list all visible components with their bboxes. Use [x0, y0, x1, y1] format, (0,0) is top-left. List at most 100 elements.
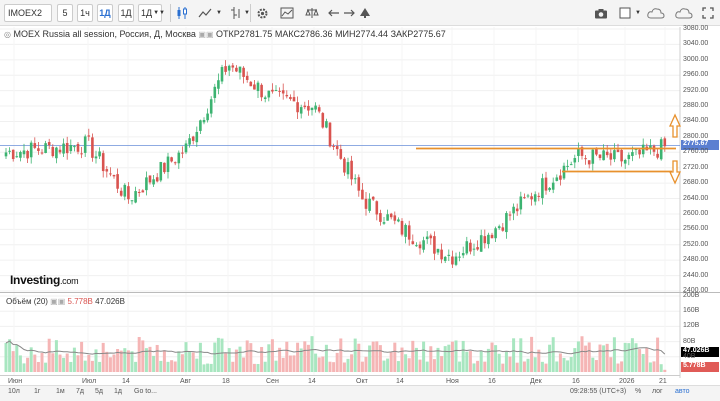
undo-icon[interactable]	[327, 4, 341, 22]
range-1y-button[interactable]: 1г	[34, 388, 41, 395]
range-1m-button[interactable]: 1м	[56, 388, 65, 395]
volume-bar	[414, 347, 418, 372]
volume-bar	[238, 346, 242, 372]
timeframe-alt-button[interactable]: 1Д	[118, 4, 134, 22]
gear-icon[interactable]	[253, 4, 271, 22]
chevron-down-icon[interactable]: ▼	[159, 10, 165, 16]
candle-body	[656, 153, 659, 158]
candle-body	[472, 248, 476, 250]
time-tick-label: Авг	[180, 378, 191, 385]
timeframe-label: 1Д	[140, 8, 153, 18]
volume-bar	[616, 363, 620, 372]
legend-settings-icon[interactable]: ▣▣	[198, 30, 214, 39]
candle-body	[497, 226, 501, 229]
camera-icon[interactable]	[592, 4, 610, 22]
candle-body	[62, 143, 65, 154]
log-scale-button[interactable]: лог	[652, 388, 663, 395]
cloud-load-icon[interactable]	[673, 4, 695, 22]
arrow-up-icon[interactable]	[668, 113, 682, 138]
time-tick-label: 14	[122, 378, 130, 385]
arrow-down-icon[interactable]	[668, 160, 682, 185]
time-tick-label: 14	[396, 378, 404, 385]
volume-bar	[152, 355, 156, 372]
candle-body	[663, 138, 667, 147]
bar-type-icon[interactable]	[228, 4, 244, 22]
range-5d-button[interactable]: 5д	[95, 388, 103, 395]
volume-bar	[663, 369, 667, 372]
candle-body	[170, 157, 173, 162]
volume-bar	[652, 361, 656, 372]
volume-bar	[278, 347, 282, 372]
candle-body	[209, 99, 213, 114]
price-chart[interactable]	[0, 27, 720, 385]
candle-body	[508, 214, 512, 216]
chevron-down-icon[interactable]: ▼	[216, 10, 222, 16]
timeframe-1h-button[interactable]: 1ч	[77, 4, 93, 22]
range-10y-button[interactable]: 10л	[8, 388, 20, 395]
candle-body	[397, 219, 400, 222]
candle-body	[393, 215, 397, 221]
collapse-icon[interactable]: ◎	[4, 30, 11, 39]
candle-body	[116, 174, 119, 189]
candle-body	[101, 153, 105, 172]
range-7d-button[interactable]: 7д	[76, 388, 84, 395]
candle-body	[415, 245, 418, 247]
fullscreen-icon[interactable]	[700, 4, 716, 22]
time-tick-label: 16	[572, 378, 580, 385]
layout-icon[interactable]	[617, 4, 633, 22]
candle-body	[87, 135, 91, 137]
volume-bar	[540, 361, 544, 372]
candle-body	[328, 122, 332, 147]
candle-body	[51, 147, 55, 157]
candles-chart-type-icon[interactable]	[174, 4, 190, 22]
timeframe-5-button[interactable]: 5	[57, 4, 73, 22]
range-1d-button[interactable]: 1д	[114, 388, 122, 395]
volume-bar	[335, 352, 339, 372]
percent-scale-button[interactable]: %	[635, 388, 642, 395]
volume-bar	[436, 347, 440, 372]
open-label: ОТКР	[216, 29, 240, 39]
candle-body	[533, 194, 537, 202]
legend-settings-icon[interactable]: ▣▣	[50, 297, 66, 306]
low-value: 2774.44	[355, 29, 389, 39]
goto-button[interactable]: Go to...	[134, 388, 157, 395]
volume-bar	[87, 354, 91, 372]
chevron-down-icon[interactable]: ▼	[244, 10, 250, 16]
last-price-tag	[681, 140, 719, 150]
compare-icon[interactable]	[304, 4, 320, 22]
volume-bar	[472, 363, 476, 372]
volume-bar	[180, 354, 184, 372]
last-price-tag-text: 2775.67	[683, 140, 709, 147]
candle-body	[436, 248, 440, 253]
volume-bar	[483, 361, 487, 372]
indicators-icon[interactable]	[196, 4, 214, 22]
time-tick-label: Июл	[82, 378, 97, 385]
candle-body	[155, 177, 159, 182]
volume-bar	[558, 353, 562, 372]
candle-body	[530, 196, 533, 200]
symbol-search-input[interactable]: IMOEX2	[4, 4, 52, 22]
volume-bar	[360, 361, 364, 372]
volume-bar	[576, 341, 580, 372]
timeframe-dropdown[interactable]: 1Д ▼	[138, 4, 162, 22]
volume-bar	[270, 339, 274, 372]
volume-label: Объём (20)	[6, 297, 48, 306]
volume-bar	[195, 358, 199, 372]
auto-scale-button[interactable]: авто	[675, 388, 690, 395]
alert-icon[interactable]	[358, 4, 372, 22]
volume-tick-label: 120B	[683, 322, 700, 330]
volume-bar	[234, 349, 238, 372]
redo-icon[interactable]	[342, 4, 356, 22]
candle-body	[544, 177, 548, 191]
volume-bar	[533, 357, 537, 372]
volume-ma-value: 47.026B	[95, 297, 125, 306]
chart-templates-icon[interactable]	[279, 4, 295, 22]
candle-body	[33, 143, 37, 148]
timeframe-1d-button[interactable]: 1Д	[97, 4, 113, 22]
chevron-down-icon[interactable]: ▼	[635, 10, 641, 16]
volume-bar	[609, 357, 613, 372]
volume-bar	[623, 342, 627, 372]
volume-bar	[310, 336, 314, 372]
candle-body	[346, 162, 350, 175]
cloud-save-icon[interactable]	[645, 4, 667, 22]
